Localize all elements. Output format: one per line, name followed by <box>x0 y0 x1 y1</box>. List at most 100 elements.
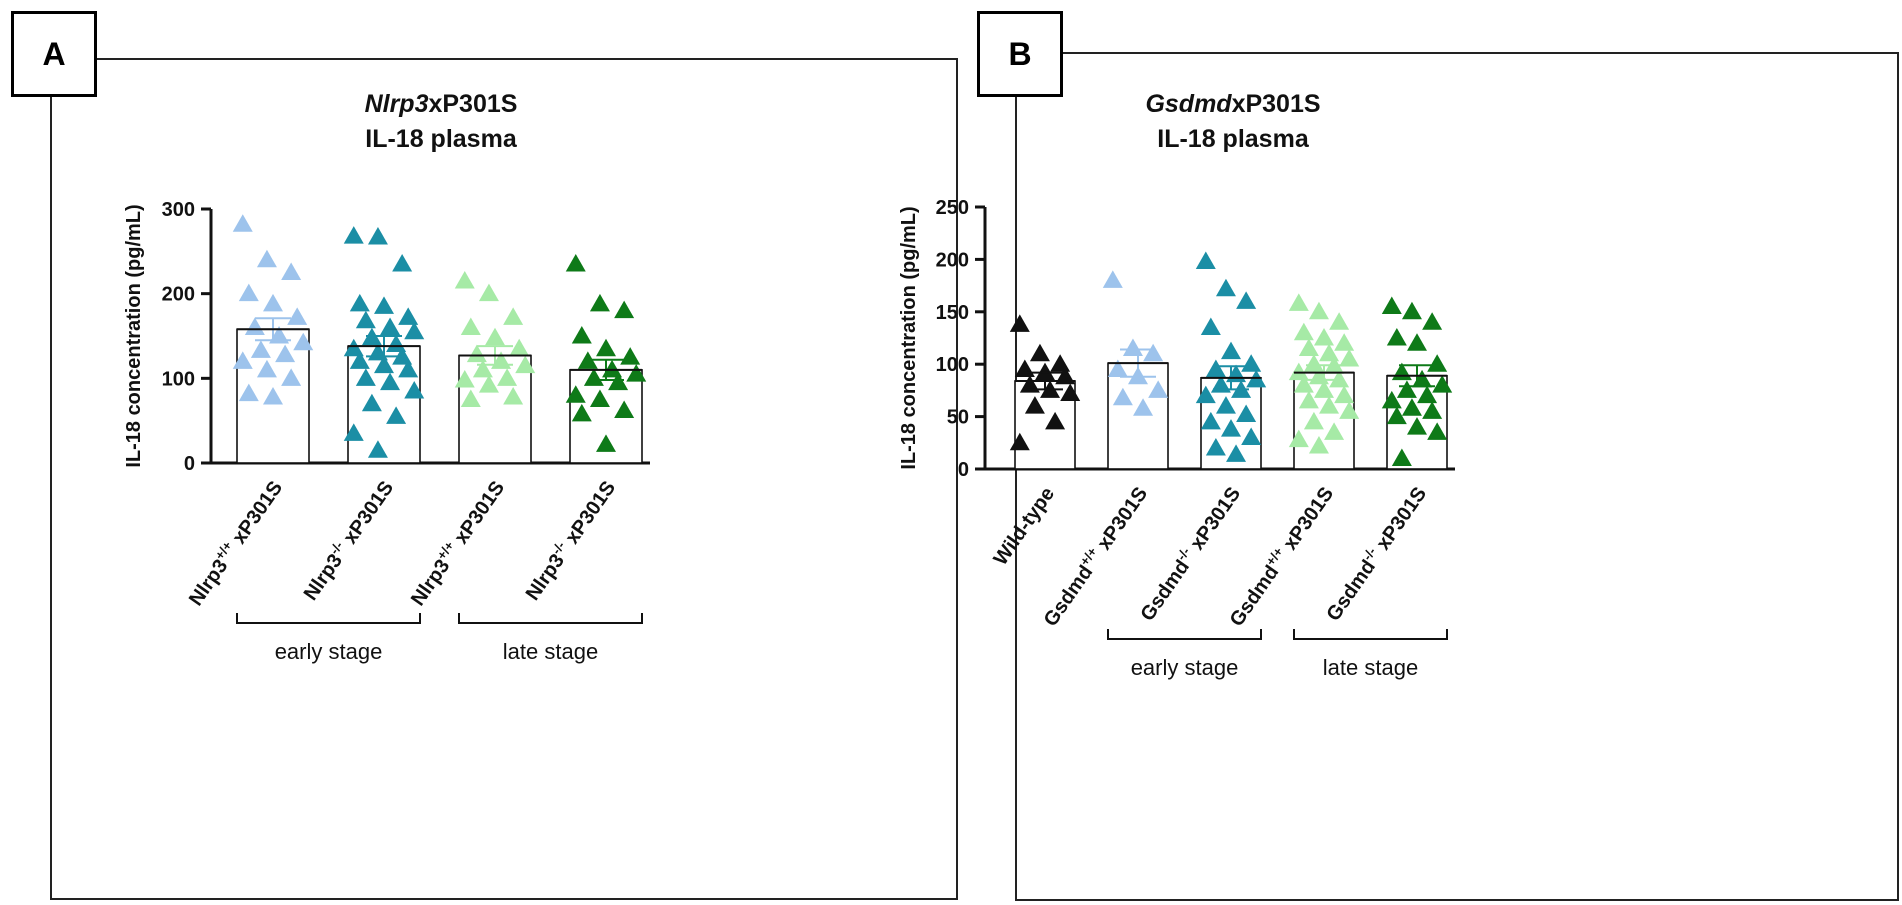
chart-title: GsdmdxP301S <box>1145 90 1320 118</box>
data-point <box>281 262 302 280</box>
data-point <box>404 381 425 399</box>
data-point <box>1407 417 1427 435</box>
data-point <box>1221 419 1241 437</box>
group-label: early stage <box>275 639 383 664</box>
x-tick-gene: Gsdmd <box>1322 556 1380 625</box>
y-tick-label: 250 <box>936 197 969 219</box>
data-point <box>1215 396 1236 414</box>
panel-b-label: B <box>977 11 1063 97</box>
data-point <box>589 293 610 312</box>
y-tick-label: 150 <box>936 302 969 324</box>
data-point <box>1329 312 1350 330</box>
data-point <box>1288 429 1309 448</box>
data-point <box>1314 328 1334 346</box>
data-point <box>1112 387 1133 406</box>
data-point <box>1205 438 1226 456</box>
data-point <box>1319 343 1340 362</box>
data-point <box>1236 404 1257 423</box>
data-point <box>244 317 265 336</box>
data-point <box>596 434 616 452</box>
data-point <box>263 386 283 405</box>
data-point <box>275 344 296 363</box>
data-point <box>1195 385 1216 404</box>
data-point <box>1308 435 1329 454</box>
data-point <box>454 370 475 388</box>
data-point <box>1303 411 1324 430</box>
data-point <box>263 293 283 312</box>
group-bracket <box>1293 629 1448 640</box>
data-point <box>343 423 364 441</box>
data-point <box>256 249 277 268</box>
group-bracket <box>1107 629 1262 640</box>
data-point <box>1055 366 1076 385</box>
data-point <box>1427 354 1448 372</box>
data-point <box>355 310 376 329</box>
y-axis-label: IL-18 concentration (pg/mL) <box>123 204 145 467</box>
data-point <box>1035 362 1055 381</box>
data-point <box>386 406 407 424</box>
group-bracket <box>236 613 421 624</box>
data-point <box>1215 278 1236 297</box>
data-point <box>1334 385 1355 404</box>
data-point <box>1122 338 1143 356</box>
data-point <box>1241 427 1262 446</box>
data-point <box>1014 359 1035 377</box>
data-point <box>238 383 259 402</box>
data-point <box>1298 390 1319 409</box>
data-point <box>256 359 277 378</box>
data-point <box>1324 422 1345 440</box>
data-point <box>1422 312 1443 330</box>
data-point <box>1050 354 1071 372</box>
group-label: late stage <box>1323 655 1418 680</box>
x-tick-suffix: xP301S <box>1369 483 1431 558</box>
data-point <box>1293 322 1314 341</box>
x-tick-suffix: xP301S <box>1276 483 1338 558</box>
data-point <box>1060 383 1081 402</box>
data-point <box>577 351 598 369</box>
data-point <box>293 332 314 351</box>
data-point <box>355 368 376 386</box>
data-point <box>1200 317 1221 336</box>
data-point <box>589 389 610 407</box>
data-point <box>1422 401 1443 419</box>
data-point <box>466 344 487 363</box>
data-point <box>386 334 407 352</box>
data-point <box>392 347 413 365</box>
data-point <box>1293 375 1314 393</box>
data-point <box>1334 333 1355 351</box>
panel-b-frame <box>1015 52 1899 901</box>
y-tick-label: 0 <box>184 453 195 475</box>
data-point <box>1381 390 1402 409</box>
data-point <box>1298 338 1319 356</box>
x-tick-gene: Gsdmd <box>1226 562 1284 631</box>
x-tick-gene: Wild-type <box>990 483 1060 569</box>
data-point <box>1396 380 1417 398</box>
data-point <box>374 355 394 374</box>
x-tick-gene: Gsdmd <box>1136 556 1194 625</box>
chart-title-gene: Nlrp3 <box>365 90 429 118</box>
data-point <box>1143 343 1164 362</box>
data-point <box>596 338 616 357</box>
data-point <box>571 403 592 422</box>
data-point <box>1226 364 1247 383</box>
data-point <box>1401 301 1422 320</box>
data-point <box>1045 411 1066 430</box>
y-tick-label: 100 <box>936 354 969 376</box>
data-point <box>361 393 382 412</box>
data-point <box>565 385 586 403</box>
data-point <box>1391 448 1412 467</box>
data-point <box>460 317 481 336</box>
data-point <box>503 386 524 405</box>
data-point <box>269 326 290 344</box>
data-point <box>1133 398 1154 416</box>
x-tick-suffix: xP301S <box>1183 483 1245 558</box>
y-axis-label: IL-18 concentration (pg/mL) <box>898 206 920 469</box>
data-point <box>1195 251 1216 269</box>
data-point <box>367 226 388 245</box>
data-point <box>404 321 425 340</box>
data-point <box>1308 301 1329 320</box>
group-bracket <box>458 613 643 624</box>
data-point <box>1226 444 1247 462</box>
data-point <box>349 351 370 369</box>
data-point <box>398 307 419 325</box>
